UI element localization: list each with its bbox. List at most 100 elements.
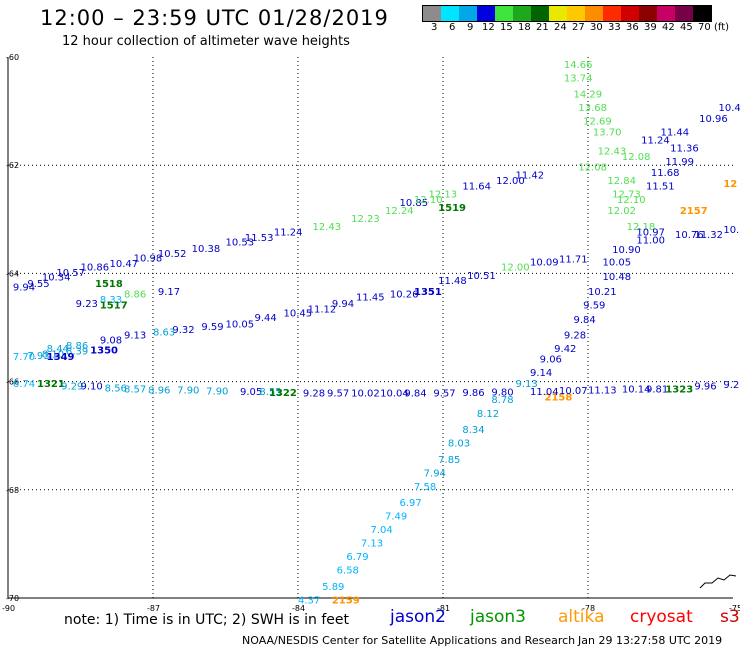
y-tick-label: -64 [6,269,19,278]
wave-height-label: 10.05 [226,320,255,331]
wave-height-label: 4.37 [298,595,320,606]
wave-height-label: 12.13 [429,190,458,201]
time-label: 2157 [680,206,708,217]
legend-label: 70 [698,22,711,33]
wave-height-label: 8.57 [124,384,146,395]
wave-height-label: 13.74 [564,73,593,84]
wave-height-label: 10.96 [699,114,728,125]
wave-height-label: 5.89 [322,582,344,593]
page-title: 12:00 – 23:59 UTC 01/28/2019 [40,6,389,30]
wave-height-label: 10.38 [192,244,221,255]
wave-height-label: 9.86 [462,388,484,399]
wave-height-label: 10.47 [110,259,139,270]
wave-height-label: 8.86 [124,290,146,301]
wave-height-label: 13.68 [578,103,607,114]
legend-swatch [657,6,675,21]
legend-label: 45 [680,22,693,33]
legend-swatch [675,6,693,21]
legend-label: 9 [467,22,474,33]
wave-height-label: 12.73 [612,190,641,201]
wave-height-label: 8.34 [462,425,484,436]
wave-height-label: 7.49 [385,512,407,523]
wave-height-label: 11.53 [245,233,274,244]
legend-swatch [531,6,549,21]
wave-height-label: 6.74 [13,379,35,390]
legend-swatch [603,6,621,21]
wave-height-label: 13.70 [593,127,622,138]
x-tick-label: -78 [582,604,595,613]
wave-height-label: 7.85 [438,455,460,466]
wave-height-label: 12.24 [385,206,414,217]
wave-height-label: 10.57 [56,268,85,279]
wave-height-label: 11.13 [588,386,617,397]
wave-height-label: 7.70 [13,352,35,363]
wave-height-label: 11.12 [308,304,337,315]
footer-note: note: 1) Time is in UTC; 2) SWH is in fe… [64,612,350,628]
wave-height-label: 10.85 [400,198,429,209]
wave-height-label: 6.79 [346,552,368,563]
wave-height-label: 12.10 [414,195,443,206]
wave-height-label: 7.04 [371,525,393,536]
x-tick-label: -75 [729,604,740,613]
wave-height-label: 11.64 [462,182,491,193]
legend-swatch [513,6,531,21]
wave-height-label: 10.09 [530,257,559,268]
wave-height-label: 8.44 [47,344,69,355]
wave-height-label: 10.45 [284,309,313,320]
satellite-name: jason2 [390,607,446,627]
wave-height-label: 10.04 [380,389,409,400]
wave-height-label: 9.28 [564,330,586,341]
wave-height-label: 9.81 [646,384,668,395]
wave-height-label: 9.80 [491,388,513,399]
legend-label: 21 [536,22,549,33]
legend-label: 42 [662,22,675,33]
wave-height-label: 12.08 [622,152,651,163]
wave-height-label: 9.14 [530,368,552,379]
wave-height-label: 10.97 [636,228,665,239]
wave-height-label: 9.42 [554,344,576,355]
wave-height-label: 8.12 [477,409,499,420]
wave-height-label: 9.06 [540,355,562,366]
satellite-name: altika [558,607,605,627]
legend-swatch [621,6,639,21]
wave-height-label: 11.36 [670,144,699,155]
x-tick-label: -90 [2,604,15,613]
wave-height-label: 7.93 [27,351,49,362]
wave-height-label: 9.28 [303,389,325,400]
wave-height-label: 11.51 [646,182,675,193]
wave-height-label: 11.68 [651,168,680,179]
wave-height-label: 11.00 [636,236,665,247]
wave-height-label: 10.05 [603,257,632,268]
time-label: 1518 [95,279,123,290]
wave-height-label: 10.53 [226,237,255,248]
wave-height-label: 9.13 [516,379,538,390]
wave-height-label: 7.90 [206,387,228,398]
satellite-name: jason3 [470,607,526,627]
coastline [699,574,737,589]
wave-height-label: 10.98 [134,253,163,264]
page-subtitle: 12 hour collection of altimeter wave hei… [62,34,350,49]
x-tick-label: -87 [147,604,160,613]
wave-height-label: 10.82 [723,225,740,236]
wave-height-label: 9.29 [61,382,83,393]
wave-height-label: 9.28 [723,380,740,391]
wave-height-label: 8.96 [148,386,170,397]
time-label: 2159 [332,595,360,606]
wave-height-label: 8.63 [153,328,175,339]
legend-swatch [549,6,567,21]
legend-swatch [585,6,603,21]
y-tick-label: -66 [6,378,19,387]
generated-timestamp: Jan 29 13:27:58 UTC 2019 [578,634,723,647]
graticule-grid: -90 -87 -84 -81 -78 -75 -60 -62 -64 -66 -68 -70 [2,53,740,613]
wave-height-label: 9.44 [255,313,277,324]
wave-height-label: 9.32 [172,325,194,336]
wave-height-label: 11.24 [641,136,670,147]
credit-text: NOAA/NESDIS Center for Satellite Applica… [242,634,576,647]
wave-height-label: 8.03 [448,439,470,450]
legend-swatch [567,6,585,21]
time-label: 1350 [90,345,118,356]
time-label: 1349 [47,352,75,363]
y-tick-label: -62 [6,161,19,170]
wave-height-label: 7.94 [424,468,446,479]
